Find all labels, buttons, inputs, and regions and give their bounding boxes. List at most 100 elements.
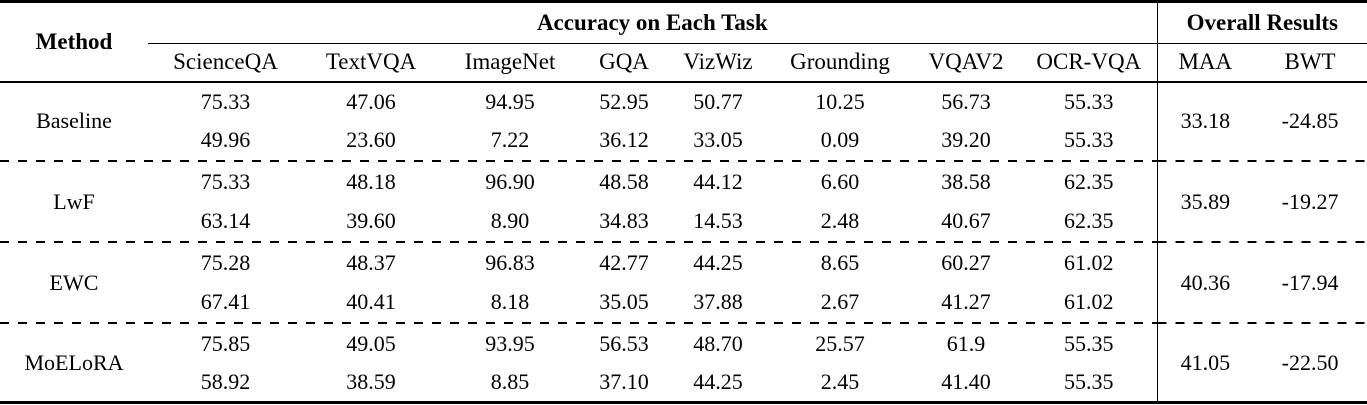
value-cell: 8.85 bbox=[490, 369, 530, 395]
col-header-bwt: BWT bbox=[1253, 43, 1367, 83]
value-cell: 37.10 bbox=[599, 369, 649, 395]
value-cell: 52.95 bbox=[599, 88, 649, 114]
value-cell: 7.22 bbox=[490, 127, 530, 152]
value-cell: 63.14 bbox=[200, 208, 251, 233]
value-cell: 48.58 bbox=[599, 169, 649, 194]
value-cell: 0.09 bbox=[820, 127, 860, 152]
value-cell: 61.02 bbox=[1064, 250, 1114, 275]
table-row: 49.96 23.60 7.22 36.12 33.05 0.09 39.20 … bbox=[0, 121, 1367, 160]
col-header-grounding: Grounding bbox=[769, 43, 911, 83]
value-cell: 96.83 bbox=[485, 250, 535, 275]
value-cell: 8.18 bbox=[490, 289, 530, 314]
value-cell: 37.88 bbox=[693, 289, 743, 314]
value-cell: 60.27 bbox=[941, 250, 991, 275]
table-row: LwF 75.33 48.18 96.90 48.58 44.12 6.60 3… bbox=[0, 162, 1367, 241]
col-header-vqav2: VQAV2 bbox=[911, 43, 1021, 83]
value-cell: 6.60 bbox=[820, 169, 860, 194]
value-cell: 41.27 bbox=[941, 289, 991, 314]
col-header-maa: MAA bbox=[1156, 43, 1254, 83]
dashed-separator bbox=[0, 321, 1367, 325]
value-cell: 67.41 bbox=[200, 289, 251, 314]
value-cell: 94.95 bbox=[485, 88, 535, 114]
value-cell: 55.33 bbox=[1064, 127, 1114, 152]
value-cell: 49.05 bbox=[346, 331, 396, 356]
value-cell: 62.35 bbox=[1064, 208, 1114, 233]
value-cell: 10.25 bbox=[815, 88, 865, 114]
col-header-scienceqa: ScienceQA bbox=[148, 43, 303, 83]
header-row-columns: ScienceQA TextVQA ImageNet GQA VizWiz Gr… bbox=[0, 43, 1367, 83]
col-header-gqa: GQA bbox=[581, 43, 667, 83]
value-cell: 25.57 bbox=[815, 331, 865, 356]
value-cell: 48.70 bbox=[693, 331, 743, 356]
dashed-rule bbox=[1156, 240, 1367, 244]
col-header-imagenet: ImageNet bbox=[439, 43, 581, 83]
value-cell: 23.60 bbox=[346, 127, 396, 152]
method-cell-lwf: LwF bbox=[53, 188, 95, 214]
value-cell: 44.25 bbox=[693, 250, 743, 275]
value-cell: 44.25 bbox=[693, 369, 743, 395]
value-cell: 35.05 bbox=[599, 289, 649, 314]
dashed-rule bbox=[0, 240, 1158, 244]
value-cell: 39.60 bbox=[346, 208, 396, 233]
method-column-header: Method bbox=[0, 1, 148, 83]
value-cell: 50.77 bbox=[693, 88, 743, 114]
value-cell: 75.85 bbox=[200, 331, 251, 356]
bwt-cell: -19.27 bbox=[1281, 188, 1339, 214]
value-cell: 93.95 bbox=[485, 331, 535, 356]
accuracy-group-header: Accuracy on Each Task bbox=[148, 1, 1158, 44]
value-cell: 34.83 bbox=[599, 208, 649, 233]
value-cell: 61.02 bbox=[1064, 289, 1114, 314]
dashed-rule bbox=[0, 321, 1158, 325]
maa-cell: 35.89 bbox=[1156, 162, 1254, 241]
value-cell: 48.18 bbox=[346, 169, 396, 194]
value-cell: 40.67 bbox=[941, 208, 991, 233]
col-header-vizwiz: VizWiz bbox=[667, 43, 769, 83]
value-cell: 55.35 bbox=[1064, 331, 1114, 356]
value-cell: 49.96 bbox=[200, 127, 251, 152]
value-cell: 2.67 bbox=[820, 289, 860, 314]
table-row: EWC 75.28 48.37 96.83 42.77 44.25 8.65 6… bbox=[0, 243, 1367, 322]
value-cell: 61.9 bbox=[946, 331, 986, 356]
value-cell: 75.33 bbox=[200, 169, 251, 194]
dashed-separator bbox=[0, 159, 1367, 163]
table-row: MoELoRA 75.85 49.05 93.95 56.53 48.70 25… bbox=[0, 324, 1367, 403]
value-cell: 48.37 bbox=[346, 250, 396, 275]
value-cell: 38.58 bbox=[941, 169, 991, 194]
table-row: 63.14 39.60 8.90 34.83 14.53 2.48 40.67 … bbox=[0, 202, 1367, 241]
method-cell-ewc: EWC bbox=[49, 269, 99, 295]
value-cell: 36.12 bbox=[599, 127, 649, 152]
value-cell: 2.48 bbox=[820, 208, 860, 233]
value-cell: 8.65 bbox=[820, 250, 860, 275]
value-cell: 56.73 bbox=[941, 88, 991, 114]
col-header-textvqa: TextVQA bbox=[303, 43, 439, 83]
bwt-cell: -17.94 bbox=[1281, 269, 1339, 295]
value-cell: 62.35 bbox=[1064, 169, 1114, 194]
table-row: Baseline 75.33 47.06 94.95 52.95 50.77 1… bbox=[0, 81, 1367, 160]
bwt-cell: -22.50 bbox=[1281, 349, 1339, 375]
header-row-groups: Method Accuracy on Each Task Overall Res… bbox=[0, 1, 1367, 83]
value-cell: 75.28 bbox=[200, 250, 251, 275]
value-cell: 33.05 bbox=[693, 127, 743, 152]
maa-cell: 33.18 bbox=[1156, 81, 1254, 160]
dashed-rule bbox=[0, 159, 1158, 163]
value-cell: 39.20 bbox=[941, 127, 991, 152]
value-cell: 38.59 bbox=[346, 369, 396, 395]
value-cell: 55.33 bbox=[1064, 88, 1114, 114]
bwt-cell: -24.85 bbox=[1281, 108, 1339, 133]
value-cell: 58.92 bbox=[200, 369, 251, 395]
dashed-rule bbox=[1156, 321, 1367, 325]
table-row: 58.92 38.59 8.85 37.10 44.25 2.45 41.40 … bbox=[0, 364, 1367, 403]
dashed-rule bbox=[1156, 159, 1367, 163]
value-cell: 8.90 bbox=[490, 208, 530, 233]
col-header-ocrvqa: OCR-VQA bbox=[1021, 43, 1158, 83]
method-cell-moelora: MoELoRA bbox=[24, 349, 124, 375]
overall-group-header: Overall Results bbox=[1156, 1, 1367, 44]
dashed-separator bbox=[0, 240, 1367, 244]
value-cell: 2.45 bbox=[820, 369, 860, 395]
value-cell: 55.35 bbox=[1064, 369, 1114, 395]
value-cell: 40.41 bbox=[346, 289, 396, 314]
value-cell: 47.06 bbox=[346, 88, 396, 114]
value-cell: 42.77 bbox=[599, 250, 649, 275]
method-cell-baseline: Baseline bbox=[36, 108, 112, 133]
value-cell: 96.90 bbox=[485, 169, 535, 194]
